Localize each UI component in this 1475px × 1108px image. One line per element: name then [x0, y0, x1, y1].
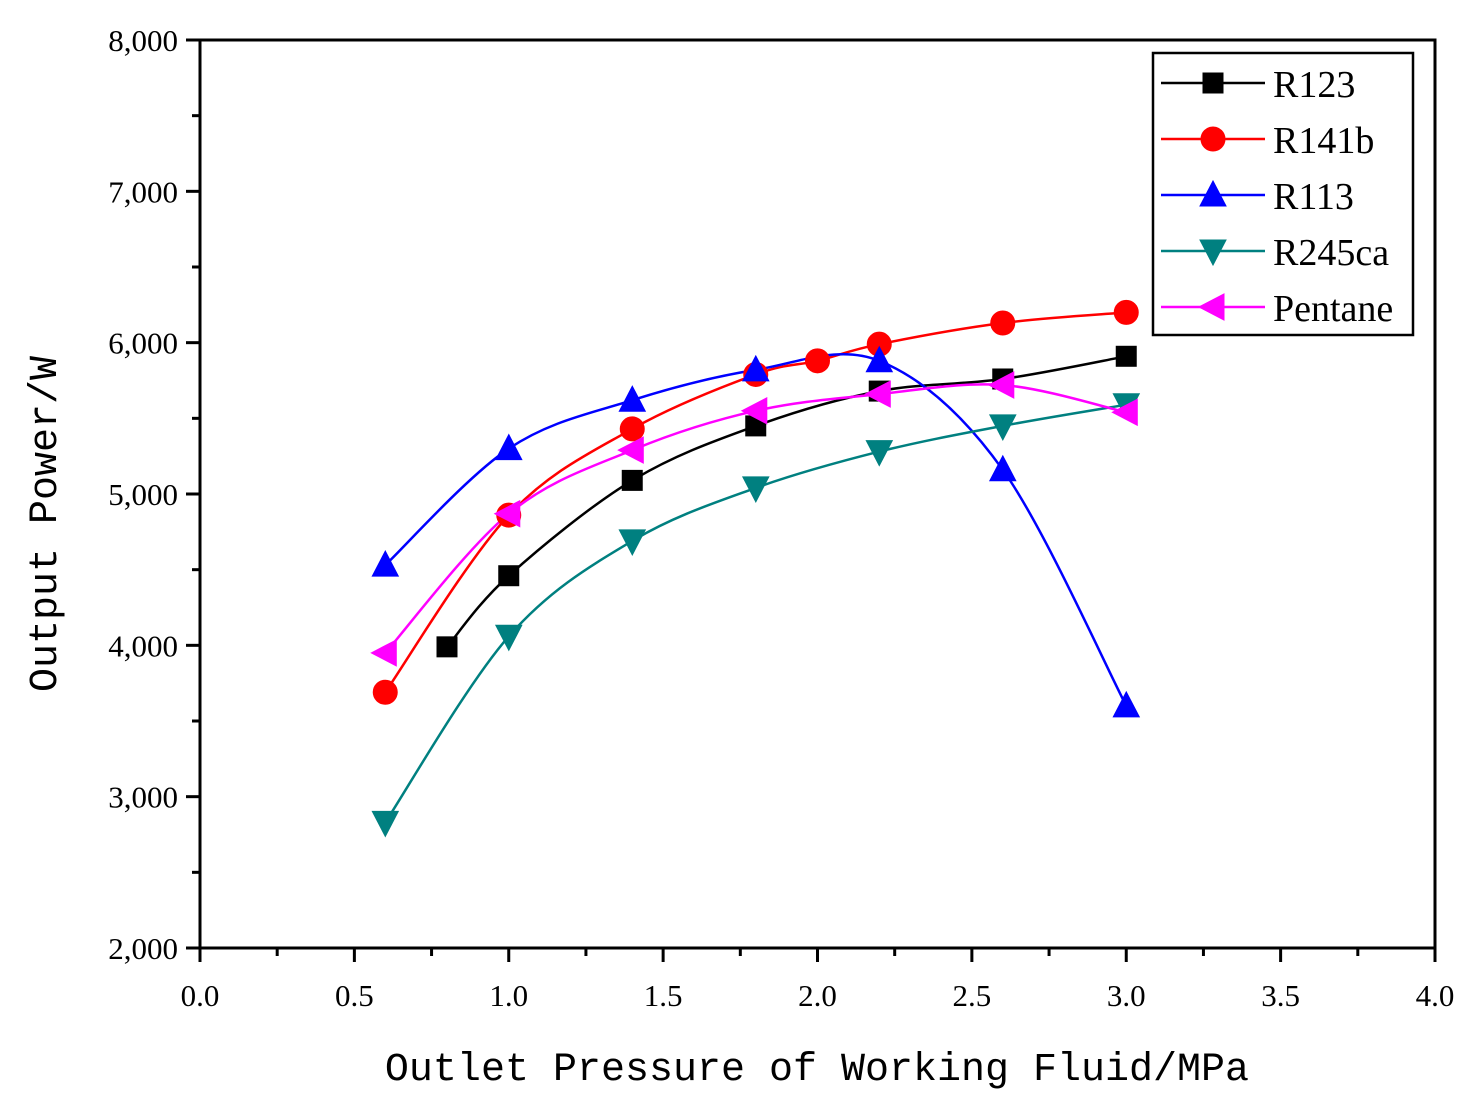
data-point-pentane — [1111, 398, 1138, 427]
legend-marker-pentane — [1197, 293, 1225, 321]
data-point-r245ca — [494, 624, 523, 652]
x-tick-label: 1.0 — [489, 978, 528, 1013]
y-tick-label: 6,000 — [108, 326, 178, 361]
y-tick-label: 8,000 — [108, 23, 178, 58]
y-tick-label: 7,000 — [108, 174, 178, 209]
x-tick-label: 1.5 — [644, 978, 683, 1013]
y-tick-label: 2,000 — [108, 931, 178, 966]
x-tick-label: 3.5 — [1261, 978, 1300, 1013]
x-tick-label: 0.0 — [181, 978, 220, 1013]
data-point-r141b — [372, 679, 398, 705]
y-tick-label: 3,000 — [108, 780, 178, 815]
y-axis-title: Output Power/W — [24, 356, 69, 692]
legend-label-r245ca: R245ca — [1273, 232, 1389, 274]
legend-label-r113: R113 — [1273, 176, 1354, 218]
data-point-r123 — [498, 565, 520, 587]
x-tick-label: 0.5 — [335, 978, 374, 1013]
axes: 0.0 0.5 1.0 1.5 2.0 2.5 3.0 3.5 4.0 2,000 3,000 4,0… — [108, 23, 1454, 1013]
legend-label-r123: R123 — [1273, 64, 1355, 106]
data-point-r123 — [1115, 345, 1137, 367]
series-line-r245ca — [384, 403, 1127, 824]
data-point-r245ca — [988, 414, 1017, 441]
data-point-r123 — [621, 469, 643, 491]
data-point-r245ca — [618, 529, 647, 556]
x-axis-title: Outlet Pressure of Working Fluid/MPa — [385, 1048, 1249, 1093]
data-point-pentane — [493, 499, 521, 528]
x-tick-label: 2.0 — [798, 978, 837, 1013]
legend-marker-r123 — [1202, 72, 1224, 94]
data-point-pentane — [864, 380, 891, 408]
data-point-r141b — [990, 310, 1016, 336]
data-point-r141b — [619, 416, 645, 442]
y-tick-label: 5,000 — [108, 477, 178, 512]
data-point-r245ca — [741, 476, 770, 503]
data-point-pentane — [987, 371, 1015, 399]
series-curves — [384, 311, 1128, 824]
data-point-r113 — [865, 345, 894, 373]
data-point-r245ca — [371, 810, 400, 838]
data-point-r113 — [741, 354, 770, 382]
x-tick-label: 2.5 — [953, 978, 992, 1013]
legend-marker-r141b — [1200, 126, 1226, 152]
x-tick-label: 4.0 — [1416, 978, 1455, 1013]
series-markers — [370, 299, 1141, 838]
data-point-pentane — [617, 436, 644, 464]
data-point-r141b — [1113, 299, 1139, 325]
legend-marker-r113 — [1199, 179, 1227, 207]
legend-label-pentane: Pentane — [1273, 288, 1393, 330]
data-point-r113 — [494, 433, 523, 461]
data-point-r123 — [436, 636, 458, 658]
y-tick-label: 4,000 — [108, 628, 178, 663]
legend: R123 R141b R113 R245ca Pentane — [1151, 51, 1415, 337]
data-point-r113 — [618, 385, 647, 412]
data-point-pentane — [740, 396, 768, 425]
x-tick-label: 3.0 — [1107, 978, 1146, 1013]
data-point-r141b — [805, 348, 830, 374]
data-point-r113 — [371, 550, 400, 577]
data-point-r245ca — [865, 440, 894, 467]
legend-label-r141b: R141b — [1273, 120, 1374, 162]
data-point-r113 — [988, 454, 1017, 482]
data-point-r113 — [1112, 690, 1141, 718]
data-point-pentane — [370, 639, 397, 667]
legend-marker-r245ca — [1199, 239, 1227, 267]
